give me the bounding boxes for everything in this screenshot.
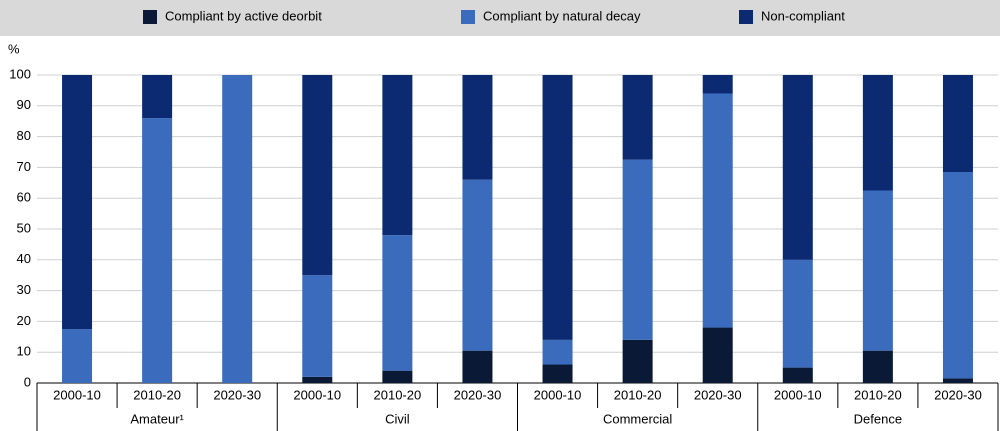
bar-segment: [142, 75, 173, 119]
bar-segment: [862, 190, 893, 351]
y-axis-label: %: [8, 41, 20, 56]
bar-segment: [142, 118, 173, 384]
group-label: Amateur¹: [130, 411, 184, 426]
bar-segment: [382, 235, 413, 371]
bar-segment: [622, 159, 653, 340]
bar-segment: [222, 75, 253, 383]
legend-label: Non-compliant: [761, 8, 845, 23]
bar-segment: [542, 364, 573, 383]
bar-segment: [382, 75, 413, 236]
bar-segment: [382, 370, 413, 383]
x-tick-label: 2000-10: [774, 387, 822, 402]
bar-segment: [702, 327, 733, 383]
bar-segment: [62, 329, 93, 383]
y-tick-label: 50: [17, 220, 31, 235]
bar-segment: [782, 75, 813, 260]
bar-segment: [302, 275, 333, 377]
bar-segment: [622, 75, 653, 160]
legend-swatch: [143, 10, 157, 24]
bar-segment: [302, 376, 333, 383]
bar-segment: [862, 350, 893, 383]
bar-segment: [942, 172, 973, 379]
bar-segment: [702, 93, 733, 328]
bar-segment: [782, 259, 813, 368]
group-label: Commercial: [603, 411, 672, 426]
bar-segment: [942, 75, 973, 173]
legend-label: Compliant by active deorbit: [165, 8, 322, 23]
x-tick-label: 2020-30: [934, 387, 982, 402]
x-tick-label: 2010-20: [374, 387, 422, 402]
bar-segment: [622, 339, 653, 383]
x-tick-label: 2000-10: [293, 387, 341, 402]
bar-segment: [462, 350, 493, 383]
y-tick-label: 10: [17, 344, 31, 359]
bar-segment: [542, 75, 573, 340]
legend-label: Compliant by natural decay: [483, 8, 641, 23]
bar-segment: [462, 179, 493, 351]
y-tick-label: 70: [17, 159, 31, 174]
bar-segment: [302, 75, 333, 276]
bar-segment: [462, 75, 493, 180]
x-tick-label: 2010-20: [854, 387, 902, 402]
legend-background: [0, 0, 1000, 36]
group-label: Civil: [385, 411, 410, 426]
bar-segment: [782, 367, 813, 383]
y-tick-label: 80: [17, 128, 31, 143]
group-label: Defence: [854, 411, 902, 426]
y-tick-label: 30: [17, 282, 31, 297]
y-tick-label: 40: [17, 251, 31, 266]
bar-segment: [62, 75, 93, 330]
y-tick-label: 90: [17, 97, 31, 112]
x-tick-label: 2010-20: [133, 387, 181, 402]
y-tick-label: 0: [24, 374, 31, 389]
x-tick-label: 2000-10: [53, 387, 101, 402]
bar-segment: [942, 378, 973, 383]
bar-segment: [542, 339, 573, 365]
y-tick-label: 100: [9, 66, 31, 81]
x-tick-label: 2020-30: [694, 387, 742, 402]
bar-segment: [702, 75, 733, 94]
legend-swatch: [461, 10, 475, 24]
y-tick-label: 20: [17, 313, 31, 328]
x-tick-label: 2020-30: [454, 387, 502, 402]
x-tick-label: 2000-10: [534, 387, 582, 402]
y-tick-label: 60: [17, 190, 31, 205]
x-tick-label: 2020-30: [213, 387, 261, 402]
legend-swatch: [739, 10, 753, 24]
bar-segment: [862, 75, 893, 191]
x-tick-label: 2010-20: [614, 387, 662, 402]
